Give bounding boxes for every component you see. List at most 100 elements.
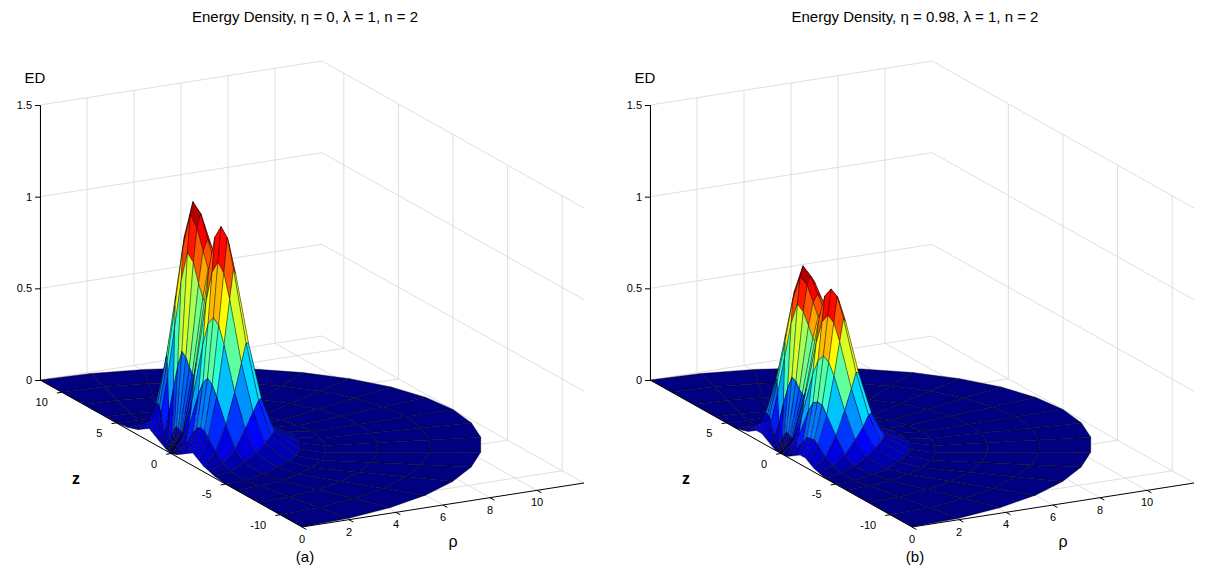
tick [831,484,836,486]
tick-mark [645,197,650,198]
grid-line [275,343,537,490]
tick-label: 1 [636,191,642,203]
tick-label: -5 [812,488,822,500]
tick-label: 0 [636,374,642,386]
tick [396,512,400,514]
grid-line [838,351,1100,498]
surface-patch [890,507,959,527]
tick-label: 1.5 [17,99,32,111]
grid-line [40,336,584,483]
tick [349,520,353,522]
panel-label: (a) [296,548,314,565]
surface-patch [1039,437,1091,452]
surface-patch [429,437,481,452]
tick-label: 0 [151,458,157,470]
ed-axis: 0 0.5 1 1.5 [17,99,41,386]
grid-line [885,343,1147,490]
tick [57,392,62,394]
tick: 0 [636,374,650,386]
tick-label: 6 [1050,511,1056,523]
tick-label: -5 [202,488,212,500]
tick [490,498,494,500]
tick-mark [645,380,650,381]
tick [912,527,916,529]
tick [537,490,541,492]
tick: 1 [26,191,40,203]
grid-line [650,153,1194,300]
tick [1053,505,1057,507]
axis-line [35,106,41,381]
ed-axis: 00.511.5 [627,99,651,386]
title: Energy Density, η = 0, λ = 1, n = 2 [192,8,418,25]
tick: 1 [636,191,650,203]
surface-patch [377,440,429,453]
surface-patch [421,452,481,467]
grid-line [40,244,584,391]
surface-patch [1031,452,1091,467]
tick-label: 5 [96,427,102,439]
tick-label: 8 [487,504,493,516]
axis-line [650,380,912,527]
tick-mark [35,105,40,106]
axis-title: z [72,470,80,487]
grid-line [507,165,508,440]
tick-mark [35,288,40,289]
tick-label: 4 [1003,518,1009,530]
tick-mark [645,105,650,106]
tick-label: 0 [299,533,305,545]
tick-label: -10 [860,519,876,531]
grid-line [453,135,454,410]
surface-patch [160,432,168,448]
grid-line [650,244,1194,391]
tick [959,520,963,522]
surface-patch [1031,423,1090,440]
tick-label: 1 [26,191,32,203]
tick-label: 2 [956,526,962,538]
surface-patch [936,443,988,453]
tick [1147,490,1151,492]
tick [302,527,306,529]
tick [885,514,890,516]
tick-label: 10 [531,496,543,508]
tick-label: 5 [706,427,712,439]
panel: 0246810-10-5051000.511.5Energy Density, … [17,8,584,565]
grid-line [1063,135,1064,410]
tick-label: 2 [346,526,352,538]
tick [1100,498,1104,500]
panel-label: (b) [906,548,924,565]
tick-label: 0 [26,374,32,386]
axis-title: ED [25,69,46,86]
z-axis: -10-505 [650,380,912,531]
tick [275,514,280,516]
tick-label: 10 [1141,496,1153,508]
grid-line [1172,196,1173,471]
grid-line [40,153,584,300]
tick: 1.5 [17,99,40,111]
axis-line [645,106,651,381]
tick [221,484,226,486]
tick [776,453,781,455]
tick-label: 10 [36,396,48,408]
axis-title: ED [635,69,656,86]
axis-title: ρ [1058,533,1067,550]
grid-line [697,98,698,373]
surface-patch [421,423,480,440]
tick [443,505,447,507]
axis-line [912,483,1194,527]
tick-label: 0 [909,533,915,545]
grid-line [87,98,88,373]
grid [650,61,1194,527]
grid [40,61,584,527]
title: Energy Density, η = 0.98, λ = 1, n = 2 [792,8,1039,25]
grid-line [398,104,399,379]
rho-axis: 0246810 [299,483,584,545]
grid-line [40,61,584,208]
tick-label: 0.5 [17,282,32,294]
tick [111,422,116,424]
grid-line [650,336,1194,483]
tick-label: -10 [250,519,266,531]
tick: 0.5 [17,282,40,294]
grid-line [744,90,745,365]
axis-line [40,380,302,527]
grid-line [275,68,276,343]
